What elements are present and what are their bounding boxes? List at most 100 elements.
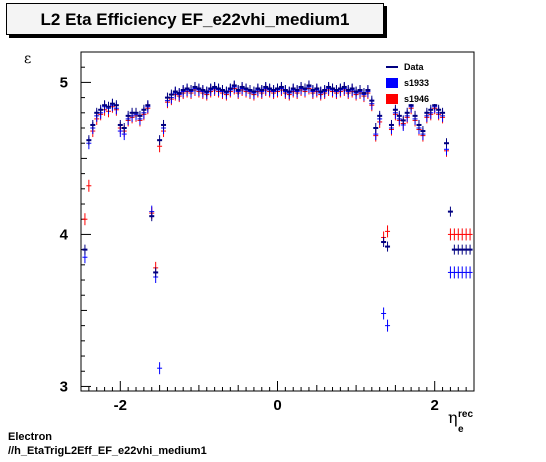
data-point-Data bbox=[251, 86, 257, 97]
data-point-Data bbox=[290, 83, 296, 94]
data-point-Data bbox=[172, 86, 178, 97]
legend-label-Data: Data bbox=[404, 62, 425, 72]
data-point-Data bbox=[330, 83, 336, 94]
data-point-s1933 bbox=[381, 307, 387, 320]
data-point-Data bbox=[149, 211, 155, 222]
data-point-Data bbox=[113, 100, 119, 111]
legend: Data s1933 s1946 bbox=[384, 58, 468, 104]
data-point-Data bbox=[212, 81, 218, 92]
data-point-Data bbox=[247, 85, 253, 96]
x-axis-label: η bbox=[448, 408, 458, 427]
legend-label-s1946: s1946 bbox=[404, 94, 429, 104]
data-point-Data bbox=[255, 83, 261, 94]
data-point-Data bbox=[145, 100, 151, 111]
y-tick-label: 5 bbox=[60, 74, 68, 91]
data-point-Data bbox=[223, 86, 229, 97]
data-point-Data bbox=[302, 83, 308, 94]
data-point-Data bbox=[208, 83, 214, 94]
data-point-Data bbox=[259, 85, 265, 96]
data-point-Data bbox=[180, 85, 186, 96]
data-point-Data bbox=[196, 83, 202, 94]
data-point-Data bbox=[361, 88, 367, 99]
x-axis-label-sup: rec bbox=[458, 409, 473, 420]
x-tick-label: 2 bbox=[431, 397, 439, 414]
data-point-Data bbox=[428, 104, 434, 115]
data-point-Data bbox=[168, 89, 174, 100]
data-point-Data bbox=[416, 119, 422, 130]
data-point-Data bbox=[275, 83, 280, 94]
data-point-s1933 bbox=[157, 362, 163, 375]
data-point-Data bbox=[353, 86, 359, 97]
data-point-Data bbox=[192, 81, 198, 92]
y-tick-label: 4 bbox=[60, 226, 69, 243]
data-point-Data bbox=[141, 104, 147, 115]
data-point-Data bbox=[333, 85, 339, 96]
data-point-Data bbox=[412, 110, 418, 121]
data-point-Data bbox=[153, 267, 159, 278]
data-point-Data bbox=[381, 237, 387, 248]
data-point-Data bbox=[396, 110, 402, 121]
data-point-Data bbox=[322, 85, 328, 96]
axes: -2 0 2 3 4 5 ε ηe rec bbox=[24, 51, 475, 435]
data-point-s1946 bbox=[86, 179, 92, 192]
data-point-Data bbox=[90, 119, 96, 130]
x-tick-label: 0 bbox=[273, 397, 281, 414]
x-tick-label: -2 bbox=[114, 397, 127, 414]
data-point-Data bbox=[404, 107, 410, 118]
data-point-Data bbox=[392, 104, 398, 115]
data-point-Data bbox=[117, 119, 123, 130]
legend-swatch-s1933 bbox=[386, 78, 398, 88]
data-point-Data bbox=[121, 123, 127, 134]
data-point-Data bbox=[133, 107, 139, 118]
data-point-Data bbox=[184, 83, 190, 94]
data-point-Data bbox=[278, 81, 284, 92]
data-point-Data bbox=[377, 110, 383, 121]
data-point-Data bbox=[436, 104, 442, 115]
data-point-Data bbox=[82, 244, 88, 255]
data-point-Data bbox=[298, 81, 304, 92]
chart-title: L2 Eta Efficiency EF_e22vhi_medium1 bbox=[40, 10, 350, 29]
data-point-Data bbox=[440, 107, 446, 118]
data-point-Data bbox=[267, 83, 273, 94]
data-point-Data bbox=[385, 241, 391, 252]
data-point-Data bbox=[306, 80, 312, 91]
data-point-Data bbox=[341, 81, 347, 92]
data-point-s1946 bbox=[385, 225, 391, 238]
data-point-Data bbox=[219, 85, 225, 96]
data-point-Data bbox=[424, 107, 430, 118]
data-point-s1946 bbox=[82, 213, 88, 226]
data-point-Data bbox=[106, 101, 112, 112]
data-point-Data bbox=[216, 83, 222, 94]
data-point-Data bbox=[318, 86, 324, 97]
data-point-Data bbox=[176, 88, 182, 99]
data-point-Data bbox=[200, 85, 206, 96]
footer-line2: //h_EtaTrigL2Eff_EF_e22vhi_medium1 bbox=[8, 445, 207, 457]
data-point-Data bbox=[400, 115, 406, 126]
data-point-Data bbox=[239, 81, 245, 92]
data-point-Data bbox=[337, 83, 343, 94]
data-point-Data bbox=[86, 135, 92, 146]
y-tick-label: 3 bbox=[60, 378, 68, 395]
data-point-Data bbox=[369, 95, 375, 106]
data-point-Data bbox=[125, 110, 131, 121]
data-point-Data bbox=[94, 107, 100, 118]
footer-line1: Electron bbox=[8, 431, 53, 443]
y-axis-label: ε bbox=[24, 51, 31, 67]
legend-label-s1933: s1933 bbox=[404, 78, 429, 88]
data-point-Data bbox=[345, 85, 351, 96]
data-point-Data bbox=[109, 98, 115, 109]
data-point-Data bbox=[263, 81, 269, 92]
data-point-Data bbox=[420, 126, 426, 137]
data-point-Data bbox=[357, 85, 363, 96]
x-axis-label-sub: e bbox=[458, 424, 464, 435]
data-point-Data bbox=[227, 83, 233, 94]
data-point-Data bbox=[188, 85, 194, 96]
data-point-Data bbox=[271, 85, 277, 96]
data-point-Data bbox=[231, 80, 237, 91]
data-point-Data bbox=[102, 100, 108, 111]
data-point-Data bbox=[310, 85, 316, 96]
data-point-Data bbox=[282, 85, 288, 96]
data-point-Data bbox=[157, 135, 163, 146]
